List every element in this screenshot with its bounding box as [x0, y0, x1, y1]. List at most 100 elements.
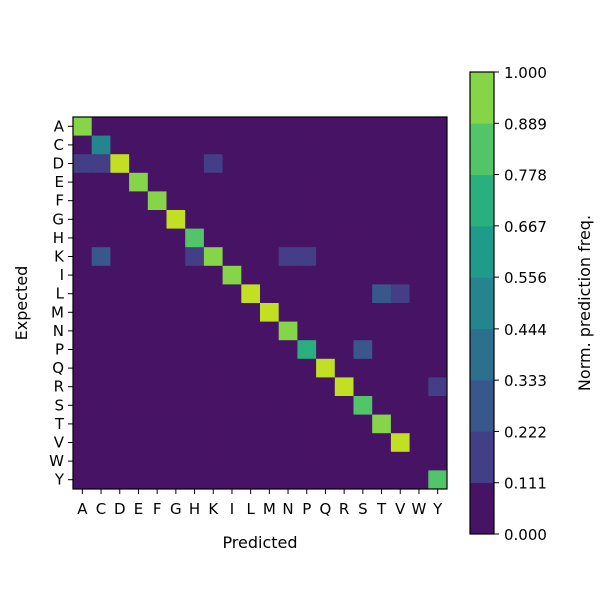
heatmap-cell: [185, 191, 205, 211]
heatmap-cell: [390, 172, 410, 192]
heatmap-cell: [409, 470, 429, 490]
heatmap-cell: [353, 340, 373, 360]
heatmap-cell: [297, 135, 317, 155]
heatmap-cell: [203, 265, 223, 285]
colorbar-tick-label: 0.444: [504, 321, 547, 339]
heatmap-cell: [241, 340, 261, 360]
heatmap-cell: [222, 377, 242, 397]
heatmap-cell: [390, 265, 410, 285]
heatmap-cell: [166, 451, 186, 471]
heatmap-cell: [110, 117, 130, 136]
heatmap-cell: [185, 154, 205, 174]
heatmap-cell: [260, 154, 280, 174]
heatmap-cell: [409, 172, 429, 192]
heatmap-cell: [428, 451, 448, 471]
heatmap-cell: [129, 377, 149, 397]
heatmap-cell: [316, 265, 336, 285]
heatmap-cell: [203, 433, 223, 453]
heatmap-cell: [297, 191, 317, 211]
heatmap-cell: [185, 210, 205, 229]
heatmap-cell: [241, 451, 261, 471]
heatmap-cell: [409, 135, 429, 155]
heatmap-cell: [390, 321, 410, 341]
heatmap-cell: [129, 265, 149, 285]
heatmap-cell: [110, 265, 130, 285]
heatmap-cell: [428, 265, 448, 285]
heatmap-cell: [353, 191, 373, 211]
heatmap-cell: [73, 358, 93, 378]
heatmap-cell: [428, 172, 448, 192]
heatmap-cell: [372, 154, 392, 174]
colorbar-tick-label: 0.111: [504, 475, 547, 493]
heatmap-cell: [110, 228, 130, 248]
colorbar-tick-label: 1.000: [504, 64, 547, 82]
heatmap-cell: [147, 340, 167, 360]
heatmap-cell: [409, 228, 429, 248]
heatmap-cell: [129, 321, 149, 341]
heatmap-cell: [91, 247, 111, 267]
heatmap-cell: [316, 414, 336, 434]
heatmap-cell: [91, 358, 111, 378]
heatmap-cell: [185, 117, 205, 136]
heatmap-cell: [222, 154, 242, 174]
y-tick-label: W: [49, 452, 64, 470]
heatmap-cell: [372, 433, 392, 453]
heatmap-cell: [110, 433, 130, 453]
heatmap-cell: [110, 210, 130, 229]
heatmap-cell: [428, 377, 448, 397]
heatmap-cell: [390, 117, 410, 136]
heatmap-cell: [297, 377, 317, 397]
heatmap-cell: [390, 340, 410, 360]
heatmap-cell: [110, 172, 130, 192]
heatmap-cell: [316, 135, 336, 155]
heatmap-cell: [241, 117, 261, 136]
heatmap-cell: [222, 414, 242, 434]
y-tick-label: V: [54, 434, 65, 452]
heatmap-cell: [428, 191, 448, 211]
colorbar: 0.000 0.111 0.222 0.333 0.444 0.556 0.667 0.778…: [469, 64, 547, 544]
heatmap-cell: [91, 303, 111, 322]
x-tick-label: M: [263, 500, 276, 518]
y-tick-label: A: [54, 117, 65, 135]
heatmap-cell: [129, 135, 149, 155]
heatmap-cell: [390, 247, 410, 267]
heatmap-cell: [185, 228, 205, 248]
heatmap-cell: [185, 396, 205, 415]
heatmap-cell: [372, 247, 392, 267]
heatmap-cell: [241, 284, 261, 304]
heatmap-cell: [185, 433, 205, 453]
heatmap-cell: [91, 228, 111, 248]
heatmap-cell: [372, 284, 392, 304]
heatmap-cell: [390, 228, 410, 248]
heatmap-cell: [73, 396, 93, 415]
y-tick-label: L: [56, 285, 65, 303]
heatmap-cell: [73, 470, 93, 490]
heatmap-cell: [260, 377, 280, 397]
heatmap-cell: [334, 117, 354, 136]
heatmap-cell: [110, 451, 130, 471]
heatmap-cell: [241, 414, 261, 434]
colorbar-segment: [470, 482, 494, 535]
heatmap-cell: [316, 340, 336, 360]
y-tick-label: Q: [52, 359, 64, 377]
heatmap-cell: [428, 117, 448, 136]
heatmap-cell: [372, 358, 392, 378]
heatmap-cell: [428, 247, 448, 267]
heatmap-cell: [334, 154, 354, 174]
heatmap-cell: [409, 451, 429, 471]
heatmap-cell: [353, 154, 373, 174]
x-tick-label: I: [230, 500, 234, 518]
heatmap-cell: [372, 303, 392, 322]
heatmap-cell: [334, 321, 354, 341]
heatmap-cell: [203, 340, 223, 360]
heatmap-cell: [353, 117, 373, 136]
x-tick-label: T: [376, 500, 387, 518]
x-tick-label: D: [114, 500, 126, 518]
heatmap-cell: [353, 396, 373, 415]
heatmap-cell: [372, 321, 392, 341]
heatmap-cell: [409, 117, 429, 136]
colorbar-tick-label: 0.000: [504, 526, 547, 544]
colorbar-segment: [470, 328, 494, 381]
x-tick-label: E: [134, 500, 143, 518]
